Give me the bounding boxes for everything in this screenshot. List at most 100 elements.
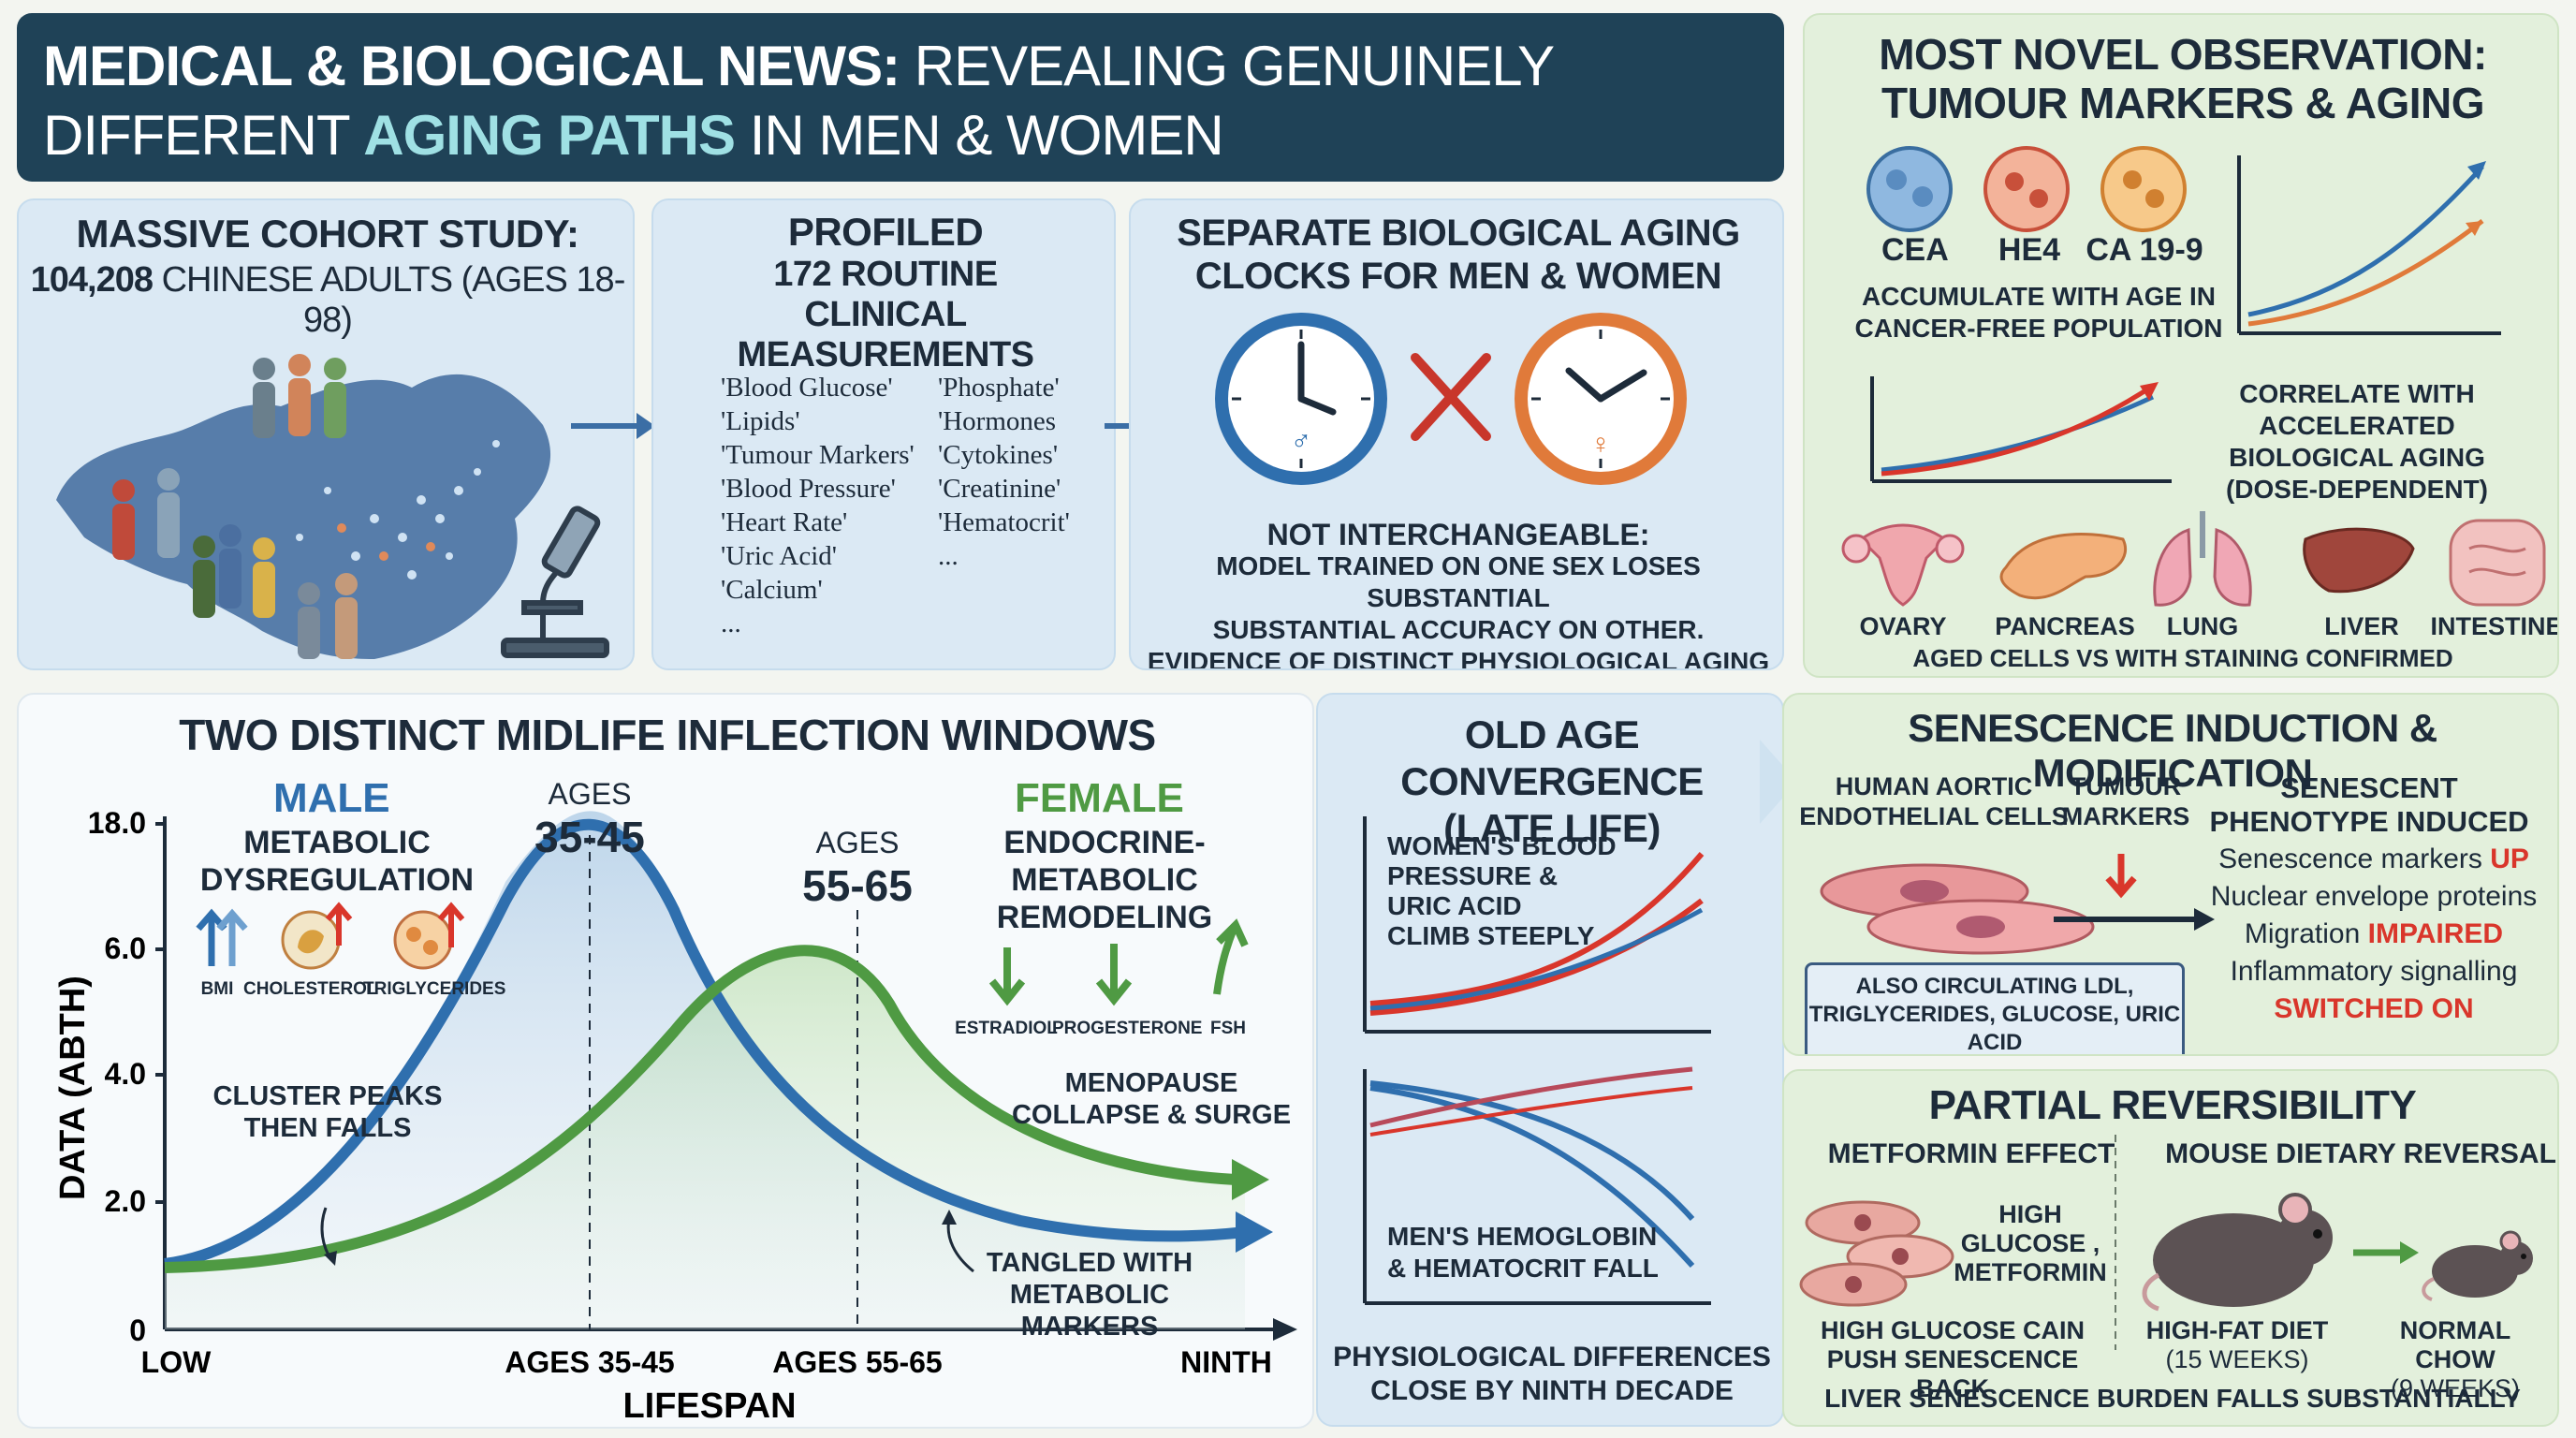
people-icons xyxy=(112,354,358,659)
male-curve xyxy=(164,818,1246,1269)
push-back-label: HIGH GLUCOSE CAIN PUSH SENESCENCE BACK xyxy=(1820,1316,2085,1402)
midlife-panel: TWO DISTINCT MIDLIFE INFLECTION WINDOWS … xyxy=(17,693,1314,1429)
china-map-illustration xyxy=(56,354,609,659)
female-curve-arrowhead xyxy=(1232,1159,1269,1200)
menopause-annotation: MENOPAUSE COLLAPSE & SURGE xyxy=(1011,1068,1292,1130)
clocks-panel: SEPARATE BIOLOGICAL AGING CLOCKS FOR MEN … xyxy=(1129,198,1784,670)
intestine-icon xyxy=(2449,519,2546,607)
liver-senescence-text: LIVER SENESCENCE BURDEN FALLS SUBSTANTIA… xyxy=(1824,1384,2521,1413)
female-icon-label-progesterone: PROGESTERONE xyxy=(1052,1019,1203,1038)
profiled-heading: PROFILED 172 ROUTINE CLINICAL MEASUREMEN… xyxy=(737,210,1034,374)
novel-observation-panel: MOST NOVEL OBSERVATION: TUMOUR MARKERS & … xyxy=(1803,13,2559,678)
organ-label-lung: LUNG xyxy=(2166,612,2239,640)
accumulate-text: ACCUMULATE WITH AGE IN CANCER-FREE POPULA… xyxy=(1854,282,2223,343)
marker-label-ca199: CA 19-9 xyxy=(2086,232,2203,268)
x-axis-label: LIFESPAN xyxy=(622,1387,796,1426)
senescence-heading: SENESCENCE INDUCTION & MODIFICATION xyxy=(1908,706,2437,795)
female-curve xyxy=(164,945,1237,1273)
male-icon-label-bmi: BMI xyxy=(200,979,234,999)
trend-chart-1 xyxy=(2237,155,2501,335)
y-tick-0: 0 xyxy=(129,1313,146,1347)
endothelial-cells-icon xyxy=(1820,854,2215,955)
progesterone-down-icon xyxy=(1095,944,1133,1006)
high-glucose-label: HIGH GLUCOSE , METFORMIN xyxy=(1954,1200,2107,1286)
correlate-text: CORRELATE WITH ACCELERATED BIOLOGICAL AGI… xyxy=(2225,379,2488,504)
x-axis-arrowhead xyxy=(1273,1318,1297,1341)
men-hemoglobin-line xyxy=(1369,1080,1695,1221)
organ-icons xyxy=(1841,511,2546,607)
ovary-icon xyxy=(1841,523,1965,607)
marker-label-cea: CEA xyxy=(1881,232,1949,268)
female-label: FEMALE xyxy=(1015,775,1184,821)
y-tick-6: 6.0 xyxy=(105,932,146,965)
male-clock-icon: ♂ xyxy=(1215,313,1387,485)
microscope-icon xyxy=(501,506,609,658)
organ-label-pancreas: PANCREAS xyxy=(1995,612,2135,640)
page-title: MEDICAL & BIOLOGICAL NEWS: REVEALING GEN… xyxy=(43,35,1555,167)
organ-label-ovary: OVARY xyxy=(1859,612,1947,640)
trend-chart-2 xyxy=(1870,376,2172,483)
female-icon-label-fsh: FSH xyxy=(1210,1019,1246,1038)
clocks-illustration: ♂ ♀ xyxy=(1215,313,1687,485)
clocks-heading: SEPARATE BIOLOGICAL AGING CLOCKS FOR MEN … xyxy=(1177,213,1740,297)
male-icon-label-cholesterol: CHOLESTEROL xyxy=(243,979,378,999)
pancreas-icon xyxy=(1999,532,2127,600)
male-icon-label-triglycerides: TRIGLYCERIDES xyxy=(363,979,506,999)
mouse-label: MOUSE DIETARY REVERSAL xyxy=(2165,1138,2556,1169)
cohort-count-line: 104,208 CHINESE ADULTS (AGES 18-98) xyxy=(30,260,626,340)
triglycerides-icon xyxy=(393,902,465,970)
fsh-up-icon xyxy=(1213,918,1249,995)
normal-chow-label: NORMAL CHOW (9 WEEKS) xyxy=(2390,1316,2521,1402)
midlife-heading: TWO DISTINCT MIDLIFE INFLECTION WINDOWS xyxy=(179,711,1156,759)
phenotype-list: Senescence markers UP Nuclear envelope p… xyxy=(2210,844,2538,1024)
mouse-illustration xyxy=(2142,1193,2533,1312)
female-clock-icon: ♀ xyxy=(1515,313,1687,485)
divider-line xyxy=(2115,1135,2116,1350)
women-note: WOMEN'S BLOOD PRESSURE & URIC ACID CLIMB ST… xyxy=(1387,831,1617,950)
oldage-charts xyxy=(1363,816,1711,1305)
women-uric-line xyxy=(1369,898,1704,1016)
profiled-panel: PROFILED 172 ROUTINE CLINICAL MEASUREMEN… xyxy=(651,198,1116,670)
cells-illustration xyxy=(1799,1200,1954,1307)
female-age-window: AGES 55-65 xyxy=(802,826,913,910)
not-equal-x-icon xyxy=(1411,353,1491,441)
lung-icon xyxy=(2153,511,2252,607)
metformin-label: METFORMIN EFFECT xyxy=(1827,1138,2115,1169)
title-banner: MEDICAL & BIOLOGICAL NEWS: REVEALING GEN… xyxy=(17,13,1784,182)
female-icon-label-estradiol: ESTRADIOL xyxy=(955,1019,1058,1038)
x-tick-male-age: AGES 35-45 xyxy=(505,1345,674,1379)
high-fat-diet-label: HIGH-FAT DIET (15 WEEKS) xyxy=(2145,1316,2329,1373)
organ-label-intestine: INTESTINE xyxy=(2430,612,2559,640)
y-axis-label: DATA (ABTH) xyxy=(53,976,93,1200)
small-mouse-icon xyxy=(2422,1230,2533,1301)
midlife-chart: 18.0 6.0 4.0 2.0 0 DATA (ABTH) LOW AGES … xyxy=(53,806,1297,1426)
male-subtitle: METABOLIC DYSREGULATION xyxy=(199,825,475,898)
male-curve-arrowhead xyxy=(1236,1211,1273,1253)
oldage-heading: OLD AGE CONVERGENCE (LATE LIFE) xyxy=(1400,712,1704,850)
convergence-note: PHYSIOLOGICAL DIFFERENCES CLOSE BY NINTH … xyxy=(1333,1342,1771,1406)
staining-text: AGED CELLS VS WITH STAINING CONFIRMED xyxy=(1912,644,2453,672)
bmi-icon xyxy=(196,908,248,966)
x-tick-low: LOW xyxy=(141,1345,212,1379)
profiled-list-col2: 'Phosphate' 'Hormones 'Cytokines' 'Creatin… xyxy=(938,373,1070,571)
svg-text:♂: ♂ xyxy=(1291,426,1312,457)
men-note: MEN'S HEMOGLOBIN & HEMATOCRIT FALL xyxy=(1387,1222,1659,1283)
women-bp-line xyxy=(1369,852,1705,1006)
liver-icon xyxy=(2303,527,2415,594)
men-hematocrit-line xyxy=(1369,1085,1695,1269)
organ-label-liver: LIVER xyxy=(2324,612,2399,640)
x-tick-female-age: AGES 55-65 xyxy=(772,1345,942,1379)
clocks-note: NOT INTERCHANGEABLE: MODEL TRAINED ON ON… xyxy=(1147,518,1770,670)
reversibility-panel: PARTIAL REVERSIBILITY METFORMIN EFFECT M… xyxy=(1782,1069,2559,1427)
male-age-window: AGES 35-45 xyxy=(534,777,645,861)
tumour-markers-label: TUMOUR MARKERS xyxy=(2061,772,2190,830)
y-tick-4: 4.0 xyxy=(105,1057,146,1091)
oldage-panel: OLD AGE CONVERGENCE (LATE LIFE) WOMEN'S B… xyxy=(1316,693,1784,1427)
svg-text:♀: ♀ xyxy=(1590,429,1612,460)
large-mouse-icon xyxy=(2142,1193,2333,1312)
flow-arrow-1 xyxy=(571,413,655,439)
connector-chevron xyxy=(1760,740,1797,824)
tumour-marker-icons xyxy=(1866,146,2187,232)
phenotype-label: SENESCENT PHENOTYPE INDUCED xyxy=(2209,771,2529,838)
female-subtitle: ENDOCRINE-METABOLIC REMODELING xyxy=(996,825,1213,935)
